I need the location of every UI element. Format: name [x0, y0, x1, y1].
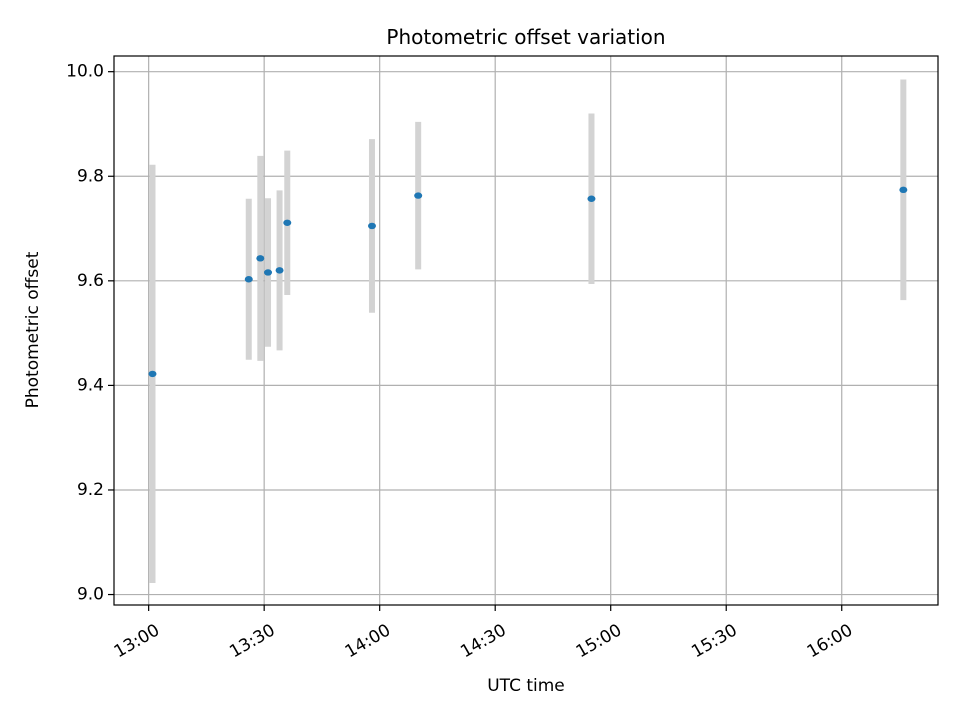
data-point — [587, 195, 596, 202]
data-point — [256, 255, 265, 262]
data-points — [148, 186, 908, 378]
data-point — [899, 186, 908, 194]
y-axis-ticks: 9.0 9.2 9.4 9.6 9.8 10.0 — [66, 62, 114, 605]
y-tick-label: 9.4 — [77, 375, 104, 395]
chart-title: Photometric offset variation — [386, 25, 665, 49]
y-axis-label: Photometric offset — [23, 251, 43, 408]
y-tick-label: 10.0 — [66, 62, 104, 82]
y-tick-label: 9.2 — [77, 480, 104, 500]
data-point — [264, 269, 273, 276]
data-point — [283, 219, 292, 226]
data-point — [275, 267, 284, 274]
data-point — [367, 222, 376, 230]
data-point — [244, 276, 253, 283]
x-axis-label: UTC time — [487, 676, 565, 696]
data-point — [148, 370, 157, 378]
plot-frame — [113, 55, 939, 606]
y-tick-label: 9.6 — [77, 271, 104, 291]
data-point — [414, 192, 423, 199]
y-tick-label: 9.8 — [77, 166, 104, 186]
y-tick-label: 9.0 — [77, 585, 104, 605]
